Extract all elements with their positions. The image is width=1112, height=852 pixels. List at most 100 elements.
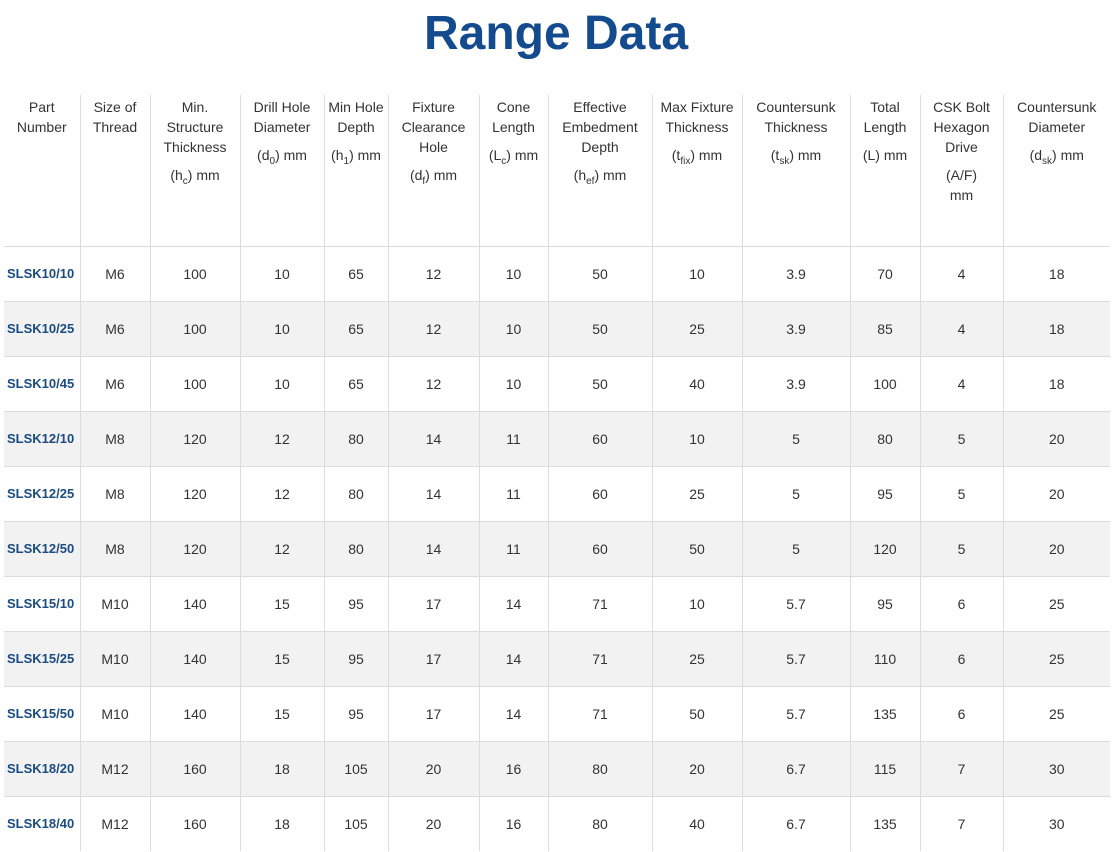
unit-subscript: c xyxy=(501,155,507,167)
cell: 6.7 xyxy=(742,795,851,851)
cell: 10 xyxy=(479,245,549,301)
cell: 16 xyxy=(479,740,549,796)
cell: 50 xyxy=(548,300,653,356)
cell: 6 xyxy=(920,630,1004,686)
cell: 50 xyxy=(652,685,743,741)
column-header: Cone Length (Lc) mm xyxy=(479,95,549,246)
cell: 80 xyxy=(548,740,653,796)
cell: 71 xyxy=(548,685,653,741)
cell: 95 xyxy=(324,575,389,631)
cell: 140 xyxy=(150,575,241,631)
cell: 110 xyxy=(850,630,921,686)
unit-text: mm xyxy=(949,187,974,203)
part-number: SLSK15/25 xyxy=(4,630,81,686)
part-number: SLSK12/10 xyxy=(4,410,81,466)
cell: 12 xyxy=(388,245,480,301)
header-name: Part Number xyxy=(16,99,67,135)
unit-subscript: sk xyxy=(779,155,790,167)
cell: 80 xyxy=(324,410,389,466)
unit-text: ) mm xyxy=(425,167,458,183)
cell: 115 xyxy=(850,740,921,796)
cell: 60 xyxy=(548,465,653,521)
header-name: Min Hole Depth xyxy=(328,99,384,135)
unit-text: (h xyxy=(170,167,183,183)
cell: 20 xyxy=(1003,520,1110,576)
cell: 30 xyxy=(1003,795,1110,851)
cell: M6 xyxy=(80,355,151,411)
header-unit: (df) mm xyxy=(392,165,476,186)
cell: 17 xyxy=(388,630,480,686)
header-name: Drill Hole Diameter xyxy=(253,99,311,135)
cell: 10 xyxy=(240,245,325,301)
cell: 65 xyxy=(324,355,389,411)
cell: 80 xyxy=(548,795,653,851)
header-name: Total Length xyxy=(863,99,907,135)
cell: 16 xyxy=(479,795,549,851)
column-header: Effective Embedment Depth (hef) mm xyxy=(548,95,653,246)
cell: 14 xyxy=(388,465,480,521)
cell: M12 xyxy=(80,795,151,851)
header-name: Max Fixture Thickness xyxy=(660,99,734,135)
cell: 135 xyxy=(850,685,921,741)
cell: 17 xyxy=(388,575,480,631)
part-number: SLSK12/25 xyxy=(4,465,81,521)
cell: 14 xyxy=(479,630,549,686)
cell: 105 xyxy=(324,740,389,796)
part-number: SLSK10/45 xyxy=(4,355,81,411)
unit-subscript: ef xyxy=(586,175,595,187)
cell: 65 xyxy=(324,245,389,301)
cell: 5 xyxy=(920,410,1004,466)
cell: 18 xyxy=(240,795,325,851)
cell: 30 xyxy=(1003,740,1110,796)
table-row: SLSK10/25 M6 100 10 65 12 10 50 25 3.9 85 4 18 xyxy=(4,300,1110,356)
cell: 50 xyxy=(548,245,653,301)
cell: 95 xyxy=(850,465,921,521)
cell: 71 xyxy=(548,630,653,686)
cell: 6 xyxy=(920,575,1004,631)
cell: 11 xyxy=(479,465,549,521)
cell: 4 xyxy=(920,245,1004,301)
header-unit: (tsk) mm xyxy=(746,145,847,167)
unit-subscript: 1 xyxy=(343,155,350,167)
cell: 25 xyxy=(1003,630,1110,686)
cell: 50 xyxy=(652,520,743,576)
cell: 25 xyxy=(1003,575,1110,631)
cell: 14 xyxy=(479,575,549,631)
cell: 7 xyxy=(920,740,1004,796)
header-name: Cone Length xyxy=(492,99,535,135)
cell: M10 xyxy=(80,685,151,741)
cell: M10 xyxy=(80,630,151,686)
cell: 10 xyxy=(652,410,743,466)
cell: 160 xyxy=(150,795,241,851)
cell: 18 xyxy=(1003,355,1110,411)
cell: 100 xyxy=(150,245,241,301)
cell: 5 xyxy=(742,520,851,576)
part-number: SLSK12/50 xyxy=(4,520,81,576)
cell: 25 xyxy=(652,465,743,521)
unit-text: (t xyxy=(671,147,681,163)
cell: 6.7 xyxy=(742,740,851,796)
cell: 120 xyxy=(850,520,921,576)
cell: 4 xyxy=(920,355,1004,411)
cell: 40 xyxy=(652,355,743,411)
header-name: Size of Thread xyxy=(92,99,138,135)
column-header: CSK Bolt Hexagon Drive (A/F) mm xyxy=(920,95,1004,246)
column-header: Part Number xyxy=(4,95,81,246)
cell: 95 xyxy=(850,575,921,631)
range-table: Part Number Size of Thread Min. Structure … xyxy=(4,95,1110,851)
cell: 15 xyxy=(240,630,325,686)
unit-text: (d xyxy=(1029,147,1043,163)
part-number: SLSK10/10 xyxy=(4,245,81,301)
table-body: SLSK10/10 M6 100 10 65 12 10 50 10 3.9 70 4 18 SLSK10… xyxy=(4,245,1110,851)
header-name: Countersunk Diameter xyxy=(1017,99,1097,135)
cell: 3.9 xyxy=(742,245,851,301)
cell: 5 xyxy=(742,410,851,466)
cell: 95 xyxy=(324,685,389,741)
header-unit: (hc) mm xyxy=(154,165,237,186)
cell: 100 xyxy=(850,355,921,411)
cell: 80 xyxy=(324,465,389,521)
unit-text: ) mm xyxy=(275,147,307,163)
column-header: Min. Structure Thickness (hc) mm xyxy=(150,95,241,246)
table-row: SLSK15/10 M10 140 15 95 17 14 71 10 5.7 95 6 25 xyxy=(4,575,1110,631)
